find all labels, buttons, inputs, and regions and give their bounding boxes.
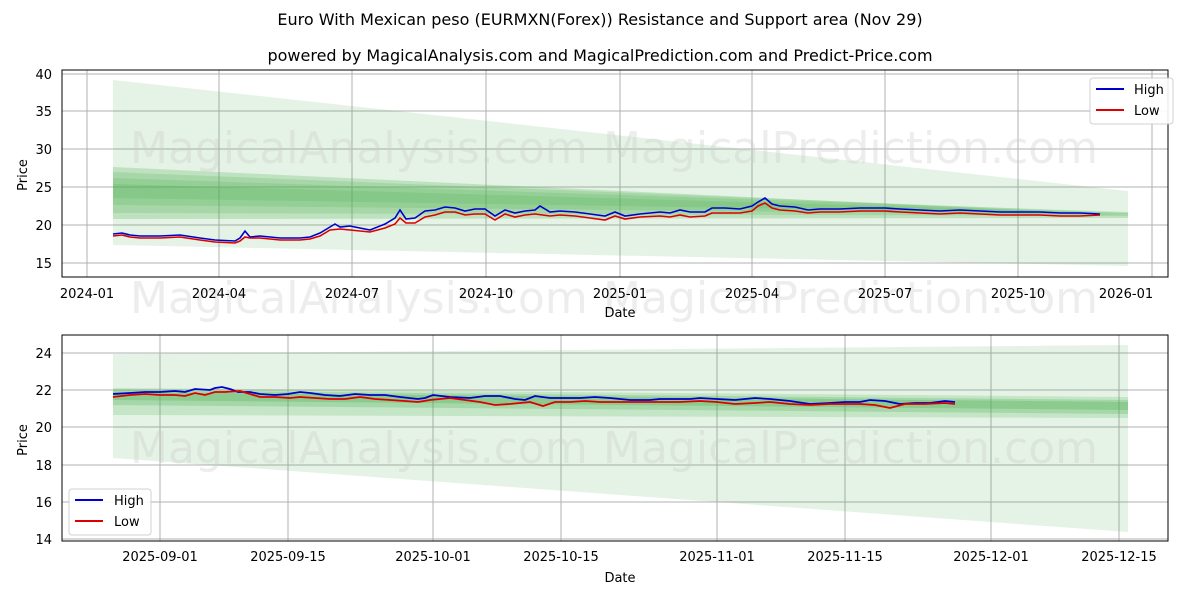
bottom-x-label: Date	[604, 571, 635, 586]
low-line	[112, 390, 956, 409]
svg-text:15: 15	[35, 257, 52, 272]
bottom-axes-frame	[61, 334, 1169, 542]
outer-band	[113, 345, 1128, 532]
svg-text:2025-11-15: 2025-11-15	[807, 550, 883, 565]
svg-text:2025-12-15: 2025-12-15	[1081, 550, 1157, 565]
chart-subtitle: powered by MagicalAnalysis.com and Magic…	[267, 46, 933, 65]
svg-text:2025-10: 2025-10	[991, 287, 1045, 302]
bottom-grid	[62, 335, 1168, 541]
low-line	[112, 202, 1101, 244]
watermark: MagicalPrediction.com	[603, 123, 1098, 174]
svg-text:2025-01: 2025-01	[593, 287, 647, 302]
legend-low: Low	[114, 515, 140, 530]
top-x-label: Date	[604, 306, 635, 321]
chart-title: Euro With Mexican peso (EURMXN(Forex)) R…	[277, 10, 923, 29]
svg-text:20: 20	[35, 219, 52, 234]
svg-text:2026-01: 2026-01	[1099, 287, 1153, 302]
bottom-y-label: Price	[16, 424, 31, 456]
top-grid	[62, 70, 1168, 277]
watermark: MagicalAnalysis.com	[130, 423, 588, 474]
watermark: MagicalPrediction.com	[603, 273, 1098, 324]
legend-high: High	[1134, 83, 1164, 98]
svg-text:16: 16	[35, 496, 52, 511]
high-line	[112, 197, 1101, 242]
bottom-chart: MagicalAnalysis.com MagicalPrediction.co…	[16, 334, 1169, 586]
svg-text:2024-10: 2024-10	[459, 287, 513, 302]
svg-text:40: 40	[35, 68, 52, 83]
outer-band	[113, 80, 1128, 266]
legend-high: High	[114, 494, 144, 509]
svg-text:14: 14	[35, 533, 52, 548]
svg-text:2025-11-01: 2025-11-01	[679, 550, 755, 565]
top-chart: MagicalAnalysis.com MagicalPrediction.co…	[16, 68, 1174, 324]
svg-text:2025-07: 2025-07	[858, 287, 912, 302]
watermark: MagicalAnalysis.com	[130, 273, 588, 324]
svg-text:2025-10-01: 2025-10-01	[395, 550, 471, 565]
top-legend: High Low	[1089, 77, 1174, 125]
svg-text:2025-09-01: 2025-09-01	[122, 550, 198, 565]
top-axes-frame	[61, 69, 1169, 278]
svg-text:2025-09-15: 2025-09-15	[250, 550, 326, 565]
svg-text:22: 22	[35, 384, 52, 399]
bottom-y-ticks: 14 16 18 20 22 24	[35, 347, 52, 548]
svg-text:2024-07: 2024-07	[325, 287, 379, 302]
high-line	[112, 386, 956, 405]
top-y-label: Price	[16, 159, 31, 191]
svg-text:35: 35	[35, 105, 52, 120]
inner-band	[113, 167, 1128, 219]
legend-low: Low	[1134, 104, 1160, 119]
svg-text:24: 24	[35, 347, 52, 362]
top-y-ticks: 15 20 25 30 35 40	[35, 68, 52, 272]
watermark: MagicalPrediction.com	[603, 423, 1098, 474]
svg-text:18: 18	[35, 459, 52, 474]
bottom-x-ticks: 2025-09-01 2025-09-15 2025-10-01 2025-10…	[122, 550, 1157, 565]
svg-text:2024-01: 2024-01	[60, 287, 114, 302]
svg-text:2024-04: 2024-04	[192, 287, 246, 302]
svg-text:2025-04: 2025-04	[725, 287, 779, 302]
svg-text:20: 20	[35, 421, 52, 436]
svg-text:25: 25	[35, 181, 52, 196]
bottom-legend: High Low	[68, 488, 152, 536]
svg-text:2025-12-01: 2025-12-01	[953, 550, 1029, 565]
watermark: MagicalAnalysis.com	[130, 123, 588, 174]
svg-text:2025-10-15: 2025-10-15	[523, 550, 599, 565]
svg-text:30: 30	[35, 143, 52, 158]
top-x-ticks: 2024-01 2024-04 2024-07 2024-10 2025-01 …	[60, 287, 1153, 302]
